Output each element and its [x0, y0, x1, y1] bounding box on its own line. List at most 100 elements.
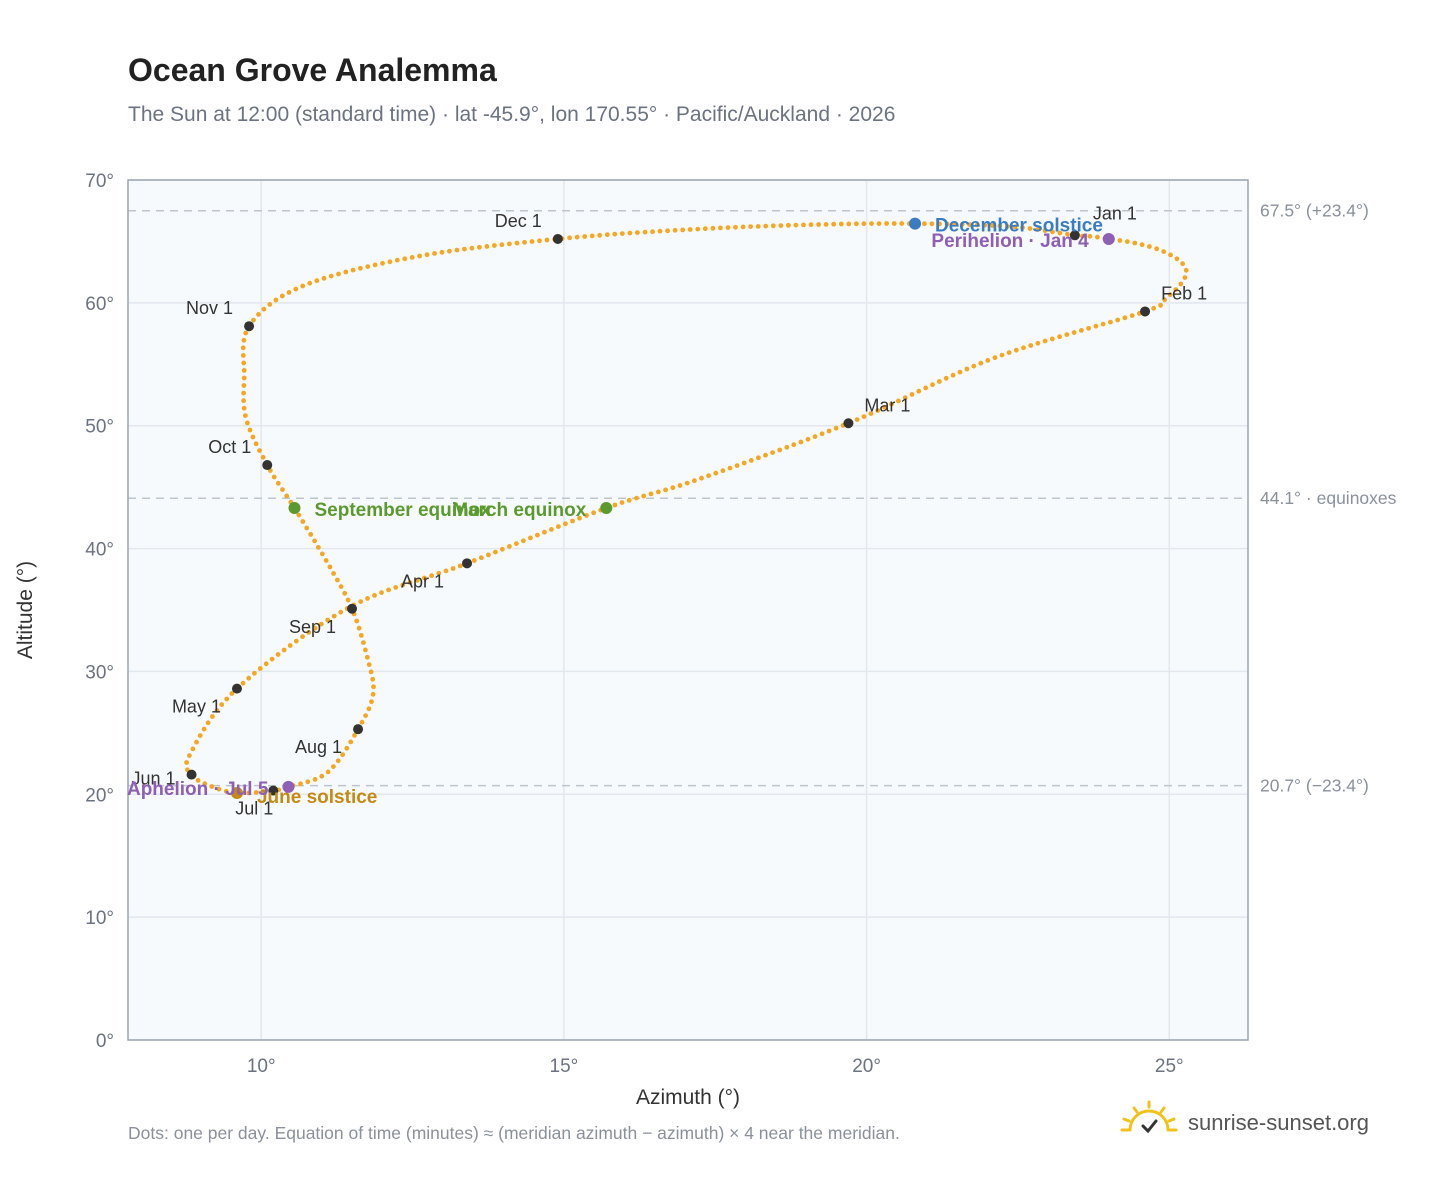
daily-dot — [300, 519, 306, 524]
daily-dot — [763, 223, 769, 229]
daily-dot — [582, 234, 588, 239]
daily-dot — [286, 290, 292, 295]
daily-dot — [1124, 239, 1130, 245]
daily-dot — [477, 244, 482, 250]
daily-dot — [279, 293, 285, 299]
month-label: Aug 1 — [295, 737, 342, 757]
event-label: December solstice — [935, 216, 1103, 237]
daily-dot — [702, 226, 708, 232]
month-marker — [353, 724, 364, 735]
daily-dot — [450, 566, 456, 571]
daily-dot — [336, 271, 341, 277]
daily-dot — [256, 312, 261, 317]
reference-line-label: 44.1° · equinoxes — [1260, 488, 1397, 508]
daily-dot — [219, 702, 225, 707]
daily-dot — [257, 666, 263, 671]
daily-dot — [971, 363, 977, 369]
daily-dot — [655, 489, 661, 495]
daily-dot — [253, 441, 259, 447]
daily-dot — [1182, 275, 1188, 280]
daily-dot — [366, 706, 372, 712]
daily-dot — [210, 714, 215, 719]
event-label: June solstice — [257, 787, 377, 808]
event-marker — [909, 217, 922, 230]
daily-dot — [358, 265, 363, 271]
daily-dot — [432, 251, 437, 256]
daily-dot — [882, 404, 888, 410]
daily-dot — [1064, 332, 1070, 337]
daily-dot — [1173, 287, 1179, 292]
daily-dot — [999, 352, 1005, 358]
daily-dot — [791, 442, 797, 448]
daily-dot — [240, 345, 246, 351]
daily-dot — [267, 302, 273, 307]
daily-dot — [1027, 226, 1033, 231]
daily-dot — [246, 790, 252, 796]
daily-dot — [229, 691, 235, 696]
daily-dot — [923, 385, 929, 391]
daily-dot — [990, 223, 995, 228]
daily-dot — [1079, 328, 1084, 333]
daily-dot — [535, 532, 540, 538]
daily-dot — [306, 630, 312, 635]
daily-dot — [331, 764, 336, 769]
daily-dot — [627, 230, 633, 236]
daily-dot — [710, 225, 716, 231]
daily-dot — [1035, 227, 1040, 232]
daily-dot — [1086, 325, 1091, 331]
daily-dot — [677, 483, 683, 488]
daily-dot — [241, 398, 247, 404]
x-tick-label: 20° — [852, 1056, 881, 1077]
daily-dot — [699, 475, 704, 481]
month-marker — [186, 769, 197, 780]
daily-dot — [1093, 323, 1099, 329]
daily-dot — [943, 375, 949, 381]
daily-dot — [308, 532, 314, 537]
daily-dot — [319, 551, 325, 557]
y-tick-label: 30° — [85, 662, 114, 683]
daily-dot — [514, 541, 519, 546]
daily-dot — [1057, 230, 1063, 236]
daily-dot — [567, 235, 572, 241]
daily-dot — [345, 597, 351, 603]
daily-dot — [944, 221, 950, 227]
daily-dot — [327, 564, 333, 570]
event-label: Aphelion · Jul 5 — [127, 779, 269, 800]
daily-dot — [812, 434, 818, 439]
daily-dot — [243, 330, 249, 336]
daily-dot — [784, 444, 790, 450]
event-label: Perihelion · Jan 4 — [931, 231, 1089, 252]
y-tick-label: 70° — [85, 171, 114, 192]
month-label: May 1 — [172, 697, 221, 717]
daily-dot — [312, 777, 318, 782]
daily-dot — [798, 439, 804, 445]
daily-dot — [184, 760, 190, 765]
month-marker — [244, 321, 255, 332]
reference-line-label: 67.5° (+23.4°) — [1260, 201, 1369, 221]
daily-dot — [323, 558, 329, 563]
month-label: Jun 1 — [132, 769, 176, 789]
daily-dot — [1180, 261, 1185, 267]
y-axis-title: Altitude (°) — [14, 561, 37, 659]
daily-dot — [387, 259, 393, 265]
daily-dot — [257, 448, 262, 453]
daily-dot — [305, 779, 311, 785]
daily-dot — [612, 502, 618, 508]
daily-dot — [363, 713, 368, 718]
daily-dot — [846, 221, 852, 227]
daily-dot — [1158, 302, 1163, 308]
daily-dot — [1020, 225, 1025, 231]
chart-title: Ocean Grove Analemma — [128, 52, 497, 88]
daily-dot — [1147, 244, 1152, 249]
daily-dot — [725, 225, 731, 231]
brand-name[interactable]: sunrise-sunset.org — [1188, 1109, 1369, 1135]
daily-dot — [298, 781, 303, 787]
daily-dot — [902, 395, 908, 401]
daily-dot — [670, 485, 676, 491]
brand-logo[interactable]: sunrise-sunset.org — [1120, 1100, 1369, 1145]
daily-dot — [713, 470, 719, 476]
daily-dot — [352, 733, 357, 738]
daily-dot — [740, 224, 746, 230]
daily-dot — [1117, 238, 1123, 243]
daily-dot — [369, 699, 374, 705]
